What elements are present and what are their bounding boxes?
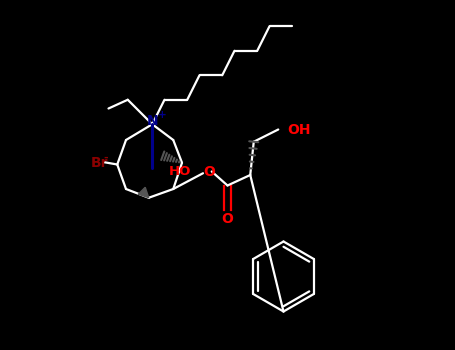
Text: HO: HO (168, 165, 191, 178)
Text: +: + (158, 111, 167, 120)
Text: N: N (147, 114, 158, 128)
Polygon shape (138, 187, 149, 198)
Text: -: - (103, 153, 108, 162)
Text: O: O (203, 164, 215, 178)
Text: O: O (222, 212, 233, 226)
Text: Br: Br (91, 156, 108, 170)
Text: OH: OH (287, 122, 310, 136)
